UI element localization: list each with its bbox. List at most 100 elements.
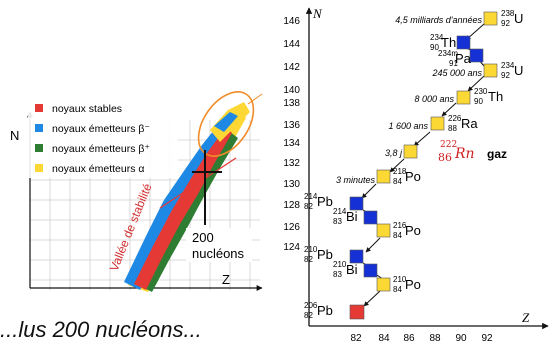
mass-number: 216 (393, 221, 407, 230)
decay-chain-chart: N Z 146 144 142 140 138 136 134 132 130 … (283, 6, 549, 344)
atomic-number: 90 (430, 43, 439, 52)
label-U234: 234 92 U (501, 61, 523, 80)
atomic-number: 83 (333, 217, 342, 226)
element-symbol: Pa (455, 51, 472, 66)
legend-label-beta-plus: noyaux émetteurs β⁺ (52, 143, 150, 155)
mass-number: 210 (333, 260, 347, 269)
square-Rn222 (403, 144, 418, 159)
nuclide-squares (349, 11, 498, 320)
label-Po216: 216 84 Po (393, 221, 421, 240)
mass-number: 230 (474, 87, 488, 96)
atomic-number: 92 (501, 19, 510, 28)
mass-number: 222 (440, 140, 457, 150)
half-life: 8 000 ans (414, 94, 454, 104)
atomic-number: 90 (474, 97, 483, 106)
element-symbol: Ra (461, 116, 478, 131)
atomic-number: 86 (438, 151, 452, 164)
atomic-number: 83 (333, 270, 342, 279)
nuclide-labels: 238 92 U 234 90 Th 234m 91 Pa 234 92 U (304, 9, 523, 320)
y-tick: 136 (283, 120, 300, 131)
label-Ra226: 226 88 Ra (448, 114, 478, 133)
atomic-number: 82 (304, 311, 313, 320)
square-Po210 (376, 277, 391, 292)
y-ticks: 146 144 142 140 138 136 134 132 130 128 … (283, 16, 300, 253)
nucleon-label-bg (186, 228, 252, 262)
x-tick: 86 (403, 333, 415, 344)
half-life: 4,5 milliards d'années (395, 15, 482, 25)
element-symbol: Po (405, 169, 421, 184)
square-Bi210 (363, 263, 378, 278)
legend-swatch-stable (35, 104, 43, 112)
gas-label: gaz (487, 147, 507, 161)
square-Pa234m (469, 48, 484, 63)
element-symbol: U (514, 11, 523, 26)
mass-number: 210 (304, 245, 318, 254)
nucleon-label-2: nucléons (192, 246, 245, 261)
mass-number: 234m (438, 49, 458, 58)
element-symbol: Th (441, 35, 456, 50)
x-tick: 88 (429, 333, 441, 344)
nucleon-label: 200 (192, 230, 214, 245)
half-life: 3 minutes (336, 175, 376, 185)
half-life: 1 600 ans (388, 121, 428, 131)
mass-number: 234 (430, 33, 444, 42)
element-symbol: Rn (454, 146, 475, 162)
element-symbol: Pb (317, 303, 333, 318)
element-symbol: Bi (346, 262, 358, 277)
element-symbol: Bi (346, 209, 358, 224)
square-Pb210 (349, 249, 364, 264)
square-U234 (483, 63, 498, 78)
legend-box (28, 96, 178, 178)
mass-number: 214 (304, 192, 318, 201)
label-Pb214: 214 82 Pb (304, 192, 333, 211)
y-tick: 128 (283, 200, 300, 211)
label-Bi214: 214 83 Bi (333, 207, 358, 226)
label-Po210: 210 84 Po (393, 275, 421, 294)
atomic-number: 84 (393, 177, 402, 186)
left-x-axis-label: Z (222, 272, 230, 287)
nucleon-line (159, 157, 237, 209)
atomic-number: 82 (304, 255, 313, 264)
label-Th234: 234 90 Th (430, 33, 456, 52)
atomic-number: 92 (501, 71, 510, 80)
label-Po218: 218 84 Po (393, 167, 421, 186)
mass-number: 226 (448, 114, 462, 123)
atomic-number: 84 (393, 285, 402, 294)
label-Pb206: 206 82 Pb (304, 301, 333, 320)
element-symbol: Pb (317, 194, 333, 209)
y-tick: 130 (283, 179, 300, 190)
element-symbol: Th (488, 89, 503, 104)
legend-label-stable: noyaux stables (52, 103, 122, 115)
half-lives: 4,5 milliards d'années 245 000 ans 8 000… (336, 15, 483, 185)
square-Th230 (456, 90, 471, 105)
element-symbol: Po (405, 277, 421, 292)
x-tick: 84 (378, 333, 390, 344)
stability-chart: N Z noyaux stables noyaux émetteurs β⁻ n… (10, 91, 263, 292)
y-tick: 134 (283, 138, 300, 149)
element-symbol: Po (405, 223, 421, 238)
square-Ra226 (430, 116, 445, 131)
y-tick: 132 (283, 158, 300, 169)
y-tick: 144 (283, 39, 300, 50)
atomic-number: 91 (449, 59, 458, 68)
label-Pb210: 210 82 Pb (304, 245, 333, 264)
x-tick: 90 (455, 333, 467, 344)
x-tick: 82 (350, 333, 362, 344)
y-tick: 146 (283, 16, 300, 27)
legend-swatch-beta-plus (35, 144, 43, 152)
y-tick: 138 (283, 98, 300, 109)
label-Rn222: 222 86 Rn gaz (438, 140, 507, 164)
atomic-number: 88 (448, 124, 457, 133)
mass-number: 214 (333, 207, 347, 216)
ellipse-to-arrow-line (247, 93, 263, 105)
element-symbol: Pb (317, 247, 333, 262)
atomic-number: 84 (393, 231, 402, 240)
legend-swatch-beta-minus (35, 124, 43, 132)
square-Pb206 (349, 304, 365, 320)
y-tick: 126 (283, 222, 300, 233)
cropped-caption: ...lus 200 nucléons... (0, 317, 202, 342)
square-Th234 (456, 35, 471, 50)
right-x-axis-label: Z (522, 310, 530, 325)
element-symbol: U (514, 63, 523, 78)
